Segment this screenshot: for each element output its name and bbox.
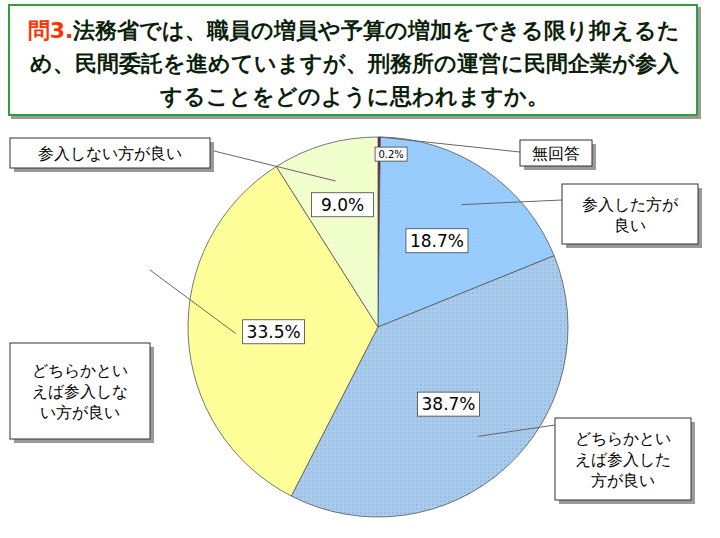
- data-label-box: [418, 392, 480, 416]
- category-label-line: い方が良い: [40, 403, 120, 422]
- leader-lines: [150, 137, 562, 436]
- category-label-line: 無回答: [532, 144, 580, 163]
- data-label: 0.2%: [378, 149, 403, 160]
- data-label: 38.7%: [422, 394, 476, 414]
- leader-line: [150, 270, 236, 333]
- label-box: [10, 138, 210, 168]
- category-label-line: 方が良い: [591, 471, 655, 490]
- title-prefix: 問3.: [28, 18, 74, 43]
- title-text: 法務省では、職員の増員や予算の増加をできる限り抑えるため、民間委託を進めています…: [30, 18, 681, 109]
- category-label-line: どちらかとい: [575, 429, 671, 448]
- label-box: [562, 184, 698, 244]
- category-label-line: 参入しない方が良い: [38, 144, 182, 163]
- leader-line: [210, 150, 336, 181]
- data-label: 18.7%: [410, 231, 464, 251]
- category-label-line: えば参入しな: [32, 382, 128, 401]
- data-label-box: [312, 193, 374, 217]
- data-label-box: [406, 229, 468, 253]
- title-box: 問3.法務省では、職員の増員や予算の増加をできる限り抑えるため、民間委託を進めて…: [8, 4, 698, 116]
- category-label-line: 良い: [614, 216, 646, 235]
- category-label: 参入した方が良い: [582, 195, 679, 235]
- category-label-line: 参入した方が: [582, 195, 679, 214]
- slices: [188, 137, 568, 517]
- title: 問3.法務省では、職員の増員や予算の増加をできる限り抑えるため、民間委託を進めて…: [20, 14, 688, 113]
- category-label: どちらかといえば参入した方が良い: [575, 429, 671, 490]
- pie-chart: 無回答参入した方が良いどちらかといえば参入した方が良いどちらかといえば参入しない…: [0, 0, 720, 538]
- category-label: 参入しない方が良い: [38, 144, 182, 163]
- pie-slice: [188, 167, 378, 497]
- data-label: 33.5%: [247, 322, 301, 342]
- category-label: 無回答: [532, 144, 580, 163]
- category-label-line: どちらかとい: [32, 361, 128, 380]
- data-label-box: [243, 320, 305, 344]
- data-label-box: [375, 147, 407, 161]
- label-box: [555, 418, 691, 500]
- leader-line: [478, 425, 555, 436]
- pie-slice: [276, 137, 378, 327]
- label-box: [520, 140, 592, 166]
- data-labels: 0.2% 18.7% 38.7% 33.5% 9.0%: [243, 147, 480, 416]
- category-label-line: えば参入した: [575, 450, 671, 469]
- category-labels: 無回答参入した方が良いどちらかといえば参入した方が良いどちらかといえば参入しない…: [10, 138, 702, 504]
- category-label: どちらかといえば参入しない方が良い: [32, 361, 128, 422]
- data-label: 9.0%: [321, 195, 364, 215]
- leader-line: [462, 200, 562, 205]
- label-box: [10, 343, 150, 439]
